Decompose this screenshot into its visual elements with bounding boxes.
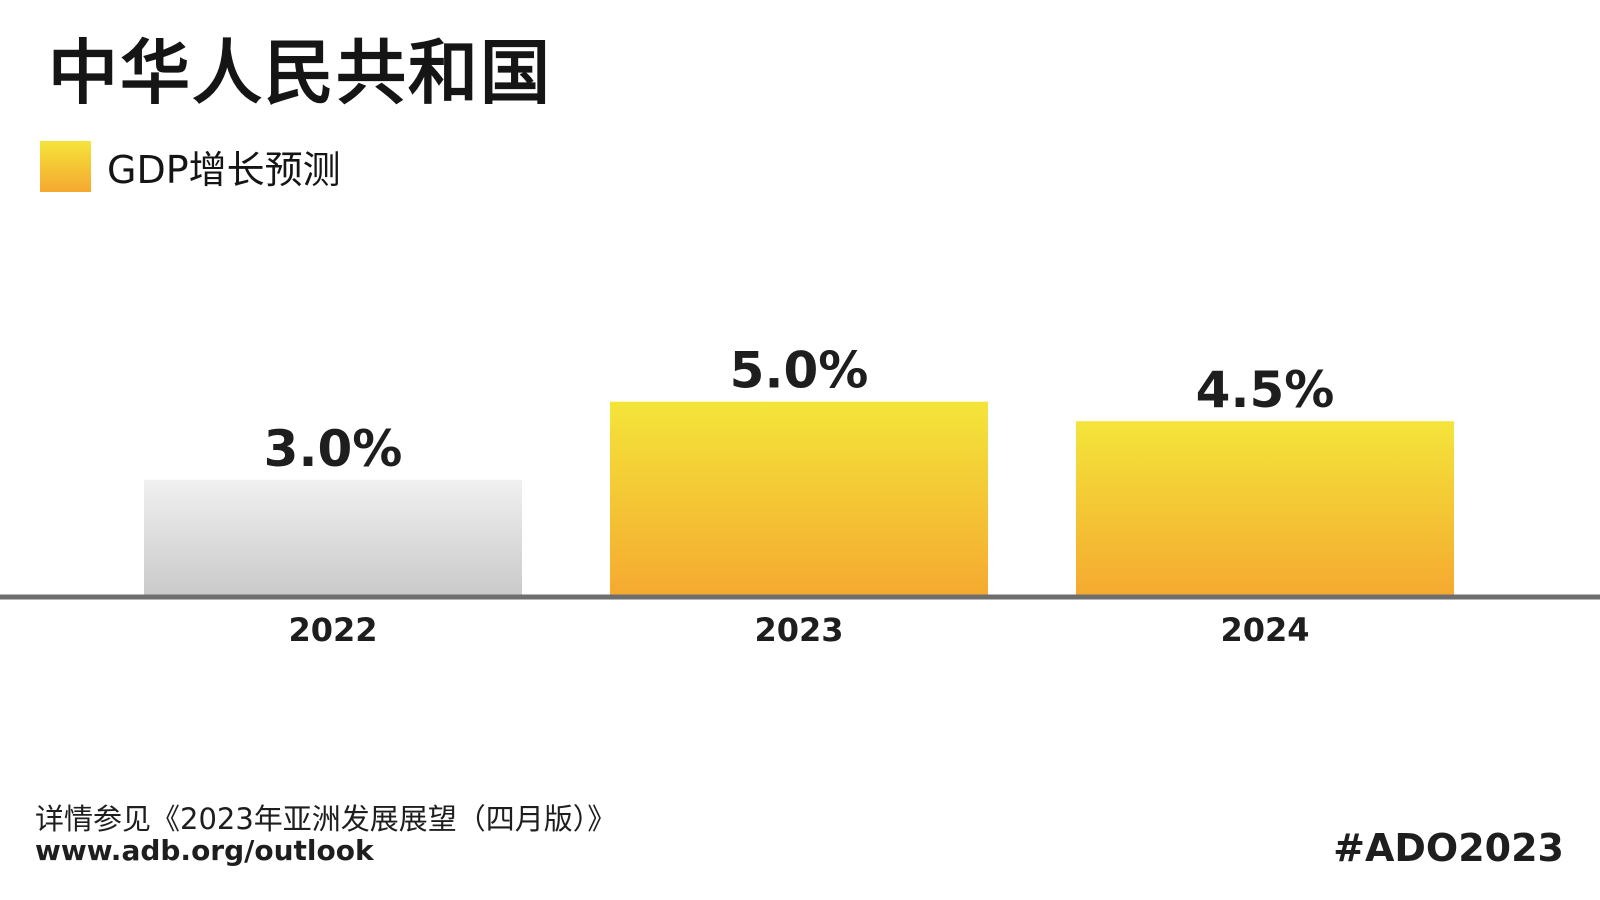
bar-2023: [610, 401, 988, 597]
labels-group: 3.0% 2022 5.0% 2023 4.5% 2024: [264, 342, 1335, 649]
legend-swatch: [40, 141, 91, 192]
bar-2024: [1076, 421, 1454, 597]
footer-url-link[interactable]: www.adb.org/outlook: [35, 834, 374, 867]
legend-label: GDP增长预测: [107, 148, 341, 192]
hashtag: #ADO2023: [1333, 826, 1564, 870]
value-label-2022: 3.0%: [264, 420, 403, 478]
x-tick-label-2022: 2022: [288, 611, 377, 649]
footer-note: 详情参见《2023年亚洲发展展望（四月版）》: [35, 802, 617, 836]
bar-2022: [144, 479, 522, 597]
legend: GDP增长预测: [40, 139, 341, 194]
chart-title: 中华人民共和国: [48, 32, 552, 114]
x-tick-label-2023: 2023: [754, 611, 843, 649]
value-label-2024: 4.5%: [1196, 361, 1335, 419]
x-tick-label-2024: 2024: [1220, 611, 1309, 649]
bars-group: [144, 401, 1454, 597]
value-label-2023: 5.0%: [730, 342, 869, 400]
